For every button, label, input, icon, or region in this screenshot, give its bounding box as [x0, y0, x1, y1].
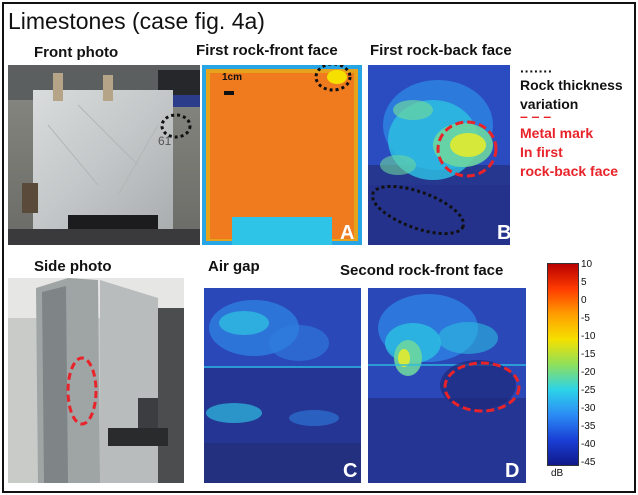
- colorbar-tick: -10: [581, 331, 596, 342]
- legend-dashed-line3: rock-back face: [520, 163, 619, 179]
- front-photo: 61: [8, 65, 200, 245]
- colorbar-tick: -25: [581, 385, 596, 396]
- panel-c-air-gap: [204, 288, 361, 483]
- colorbar-tick: -35: [581, 421, 596, 432]
- colorbar-tick: -20: [581, 367, 596, 378]
- panel-letter-c: C: [343, 460, 358, 482]
- colorbar-tick: 0: [581, 295, 587, 306]
- svg-text:61: 61: [158, 134, 172, 148]
- legend-dotted-symbol: ·······: [520, 63, 553, 79]
- panel-letter-a: A: [340, 222, 355, 244]
- side-photo: [8, 278, 184, 483]
- air-gap-label: Air gap: [208, 258, 260, 275]
- panel-letter-d: D: [505, 460, 520, 482]
- colorbar-tick: -40: [581, 439, 596, 450]
- legend-dashed-line1: Metal mark: [520, 125, 594, 141]
- front-photo-label: Front photo: [34, 44, 119, 61]
- panel-a-first-front: [202, 65, 362, 245]
- second-front-label: Second rock-front face: [340, 262, 504, 279]
- legend-dashed-line2: In first: [520, 144, 563, 160]
- panel-b-first-back: [368, 65, 510, 245]
- panel-letter-b: B: [497, 222, 512, 244]
- figure-title: Limestones (case fig. 4a): [8, 8, 265, 34]
- colorbar: [547, 263, 579, 466]
- colorbar-tick: 10: [581, 259, 593, 270]
- colorbar-tick: -5: [581, 313, 590, 324]
- side-photo-label: Side photo: [34, 258, 112, 275]
- first-front-label: First rock-front face: [196, 42, 338, 59]
- colorbar-tick: -30: [581, 403, 596, 414]
- panel-d-second-front: [368, 288, 526, 483]
- colorbar-tick: 5: [581, 277, 587, 288]
- legend-dashed-symbol: – – –: [520, 108, 552, 124]
- colorbar-tick: -45: [581, 457, 596, 468]
- first-back-label: First rock-back face: [370, 42, 512, 59]
- scale-bar-label: 1cm: [222, 72, 243, 83]
- legend-dotted-line1: Rock thickness: [520, 77, 623, 93]
- colorbar-tick: -15: [581, 349, 596, 360]
- colorbar-unit: dB: [551, 468, 564, 479]
- legend-dotted-line2: variation: [520, 96, 579, 112]
